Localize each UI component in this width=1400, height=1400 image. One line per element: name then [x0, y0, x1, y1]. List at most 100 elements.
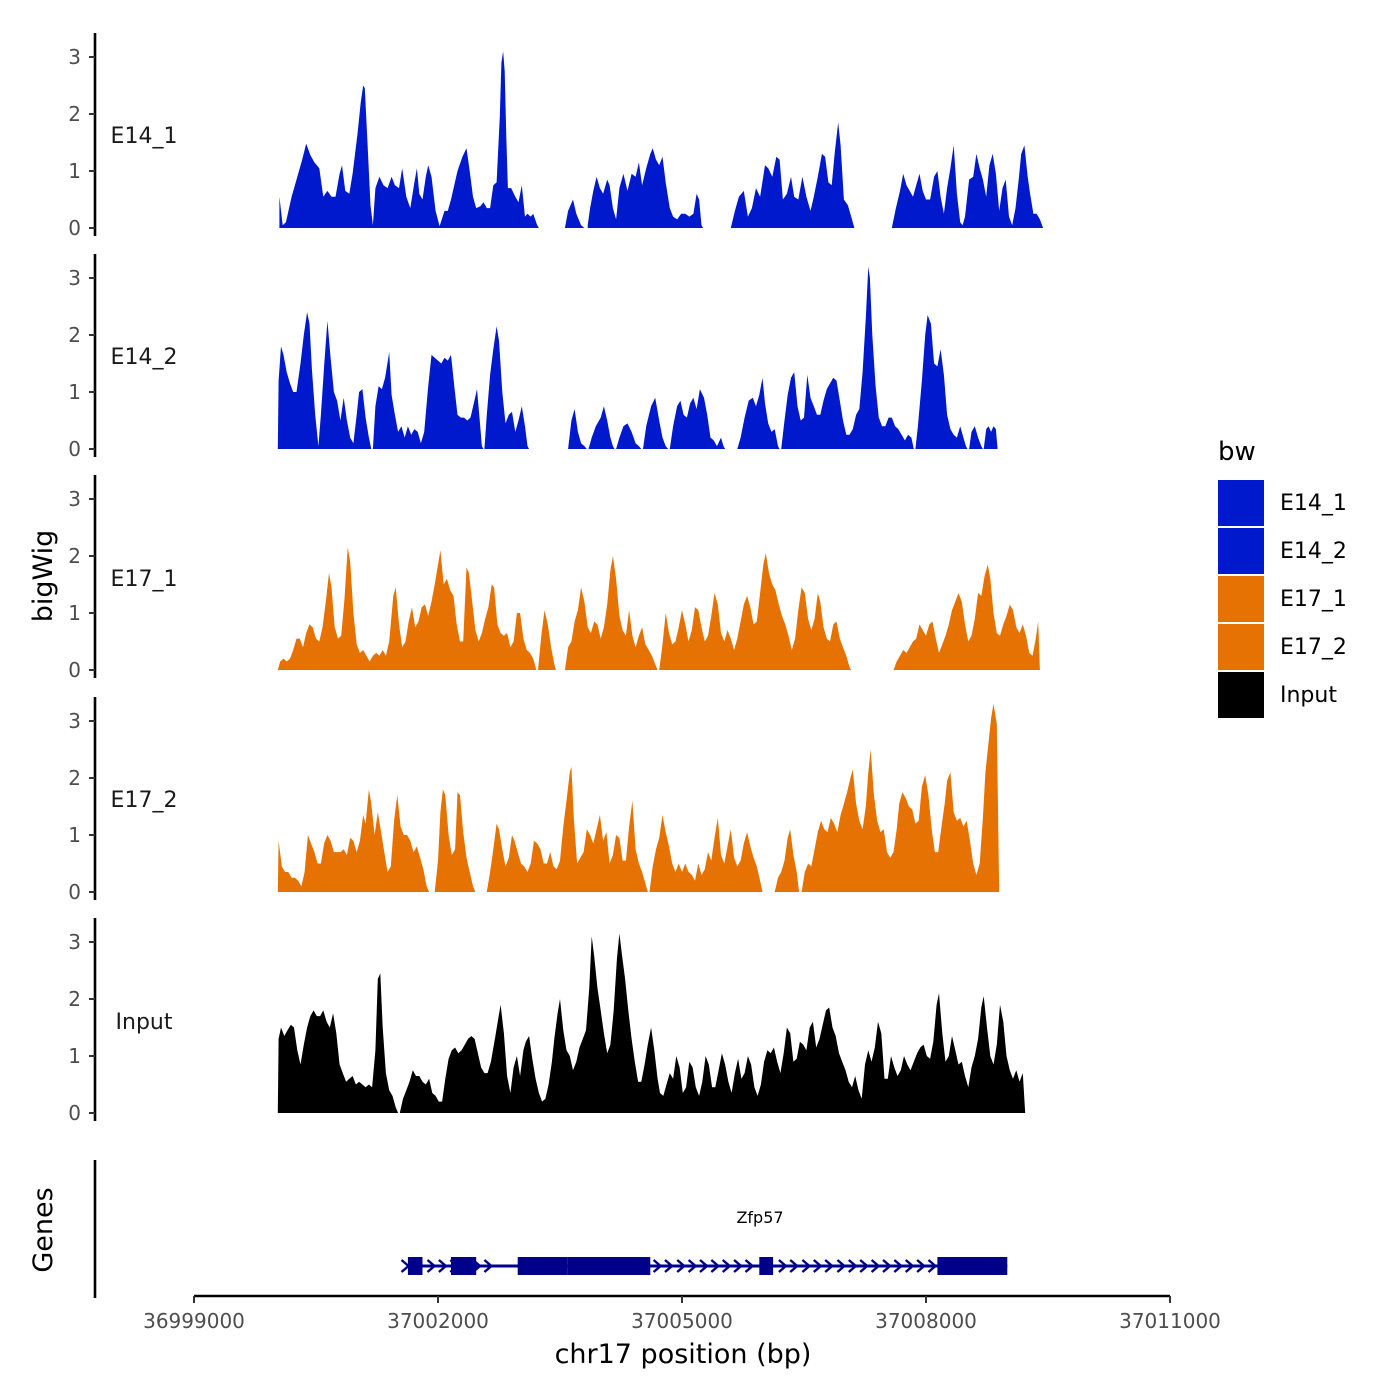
- legend-label-e17-2: E17_2: [1280, 635, 1347, 660]
- x-axis-title: chr17 position (bp): [555, 1339, 812, 1370]
- legend-title: bw: [1218, 437, 1256, 467]
- panel-input: Input: [116, 1010, 173, 1035]
- legend: bw E14_1 E14_2 E17_1 E17_2 Input: [1218, 437, 1347, 718]
- area-e14-2-segment-12: [969, 426, 983, 449]
- y-tick-label-e14-1-1: 1: [68, 159, 81, 183]
- x-tick-label-37011000: 37011000: [1119, 1309, 1221, 1333]
- y-tick-label-e14-2-2: 2: [68, 323, 81, 347]
- gene-strand-arrow-27: [893, 1259, 904, 1273]
- area-e14-2-segment-6: [616, 423, 642, 449]
- area-input-segment-1: [277, 973, 399, 1113]
- area-e17-2-segment-2: [434, 789, 476, 892]
- legend-swatch-e17-2: [1218, 624, 1264, 670]
- area-e14-2-segment-4: [568, 409, 587, 449]
- area-e17-1-segment-3: [564, 556, 658, 670]
- gene-strand-arrow-13: [710, 1259, 721, 1273]
- area-e14-2-segment-2: [372, 352, 484, 449]
- legend-label-input: Input: [1280, 683, 1337, 708]
- panel-e14-2: E14_2: [111, 345, 178, 370]
- genes-axis-title: Genes: [28, 1187, 59, 1272]
- gene-strand-arrow-17: [778, 1259, 788, 1273]
- y-tick-label-e17-2-3: 3: [68, 709, 81, 733]
- legend-swatch-input: [1218, 672, 1264, 718]
- legend-label-e17-1: E17_1: [1280, 587, 1347, 612]
- y-tick-label-e14-2-1: 1: [68, 380, 81, 404]
- area-e17-1-segment-1: [277, 547, 537, 670]
- y-tick-label-input-2: 2: [68, 987, 81, 1011]
- gene-strand-arrow-26: [882, 1259, 892, 1273]
- gene-strand-arrow-7: [483, 1259, 494, 1273]
- area-e14-2-segment-11: [915, 315, 968, 449]
- x-axis: 36999000 37002000 37005000 37008000 37011000: [143, 1294, 1221, 1333]
- area-e14-2-segment-8: [669, 389, 726, 449]
- gene-strand-arrow-9: [664, 1259, 674, 1273]
- y-axes: 0 1 2 3 0 1 2 3 0 1 2 3 0 1 2 3 0 1 2 3: [68, 33, 97, 1125]
- area-input-segment-2: [399, 933, 1026, 1113]
- area-e17-2-segment-4: [649, 815, 763, 892]
- gene-strand-arrow-28: [904, 1259, 915, 1273]
- gene-strand-arrow-10: [676, 1259, 687, 1273]
- panel-e17-2: E17_2: [111, 788, 178, 813]
- area-e17-2-segment-5: [774, 829, 800, 892]
- area-e14-2-segment-10: [781, 266, 914, 449]
- y-tick-label-e17-2-0: 0: [68, 880, 81, 904]
- legend-label-e14-1: E14_1: [1280, 491, 1347, 516]
- gene-track: [93, 1160, 1008, 1298]
- area-e14-1-segment-2: [564, 199, 585, 228]
- y-tick-label-e17-1-3: 3: [68, 487, 81, 511]
- y-tick-label-e17-2-2: 2: [68, 766, 81, 790]
- strip-label-e14-1: E14_1: [111, 124, 178, 149]
- y-tick-label-e14-2-3: 3: [68, 266, 81, 290]
- x-tick-label-37008000: 37008000: [875, 1309, 977, 1333]
- y-tick-label-input-3: 3: [68, 930, 81, 954]
- gene-strand-arrow-29: [916, 1259, 926, 1273]
- gene-exon-1: [407, 1257, 423, 1275]
- area-e14-2-segment-3: [484, 326, 530, 449]
- gene-strand-arrow-19: [801, 1259, 812, 1273]
- gene-strand-arrow-20: [813, 1259, 823, 1273]
- gene-strand-arrow-16: [744, 1259, 755, 1273]
- y-tick-label-e14-1-0: 0: [68, 216, 81, 240]
- gene-strand-arrow-2: [426, 1259, 437, 1273]
- gene-exon-4: [567, 1257, 651, 1275]
- gene-strand-arrow-12: [699, 1259, 709, 1273]
- gene-exon-2: [451, 1257, 477, 1275]
- strip-label-e17-1: E17_1: [111, 567, 178, 592]
- area-e14-2-segment-13: [983, 426, 998, 449]
- y-tick-label-input-1: 1: [68, 1044, 81, 1068]
- gene-strand-arrow-18: [789, 1259, 800, 1273]
- area-e14-2-segment-9: [737, 377, 780, 449]
- area-e17-2-segment-3: [486, 766, 648, 892]
- panel-e17-1: E17_1: [111, 567, 178, 592]
- gene-strand-arrow-25: [870, 1259, 881, 1273]
- gene-exon-5: [759, 1257, 774, 1275]
- area-e14-2-segment-7: [643, 397, 669, 449]
- y-tick-label-e14-1-3: 3: [68, 45, 81, 69]
- gene-strand-arrow-30: [927, 1259, 938, 1273]
- gene-strand-arrow-3: [438, 1259, 448, 1273]
- gene-strand-arrow-15: [733, 1259, 743, 1273]
- gene-strand-arrow-24: [859, 1259, 870, 1273]
- area-e14-1-segment-1: [279, 51, 539, 228]
- area-e14-1-segment-3: [587, 148, 704, 228]
- area-e17-1-segment-4: [659, 553, 852, 670]
- legend-swatch-e14-1: [1218, 480, 1264, 526]
- y-tick-label-e17-2-1: 1: [68, 823, 81, 847]
- gene-label: Zfp57: [736, 1208, 783, 1227]
- legend-label-e14-2: E14_2: [1280, 539, 1347, 564]
- y-tick-label-e14-1-2: 2: [68, 102, 81, 126]
- area-e14-2-segment-5: [588, 406, 615, 449]
- strip-label-e17-2: E17_2: [111, 788, 178, 813]
- gene-strand-arrow-21: [824, 1259, 835, 1273]
- signal-areas: [277, 51, 1044, 1113]
- area-e14-1-segment-5: [891, 145, 1044, 228]
- strip-label-input: Input: [116, 1010, 173, 1035]
- x-tick-label-37002000: 37002000: [387, 1309, 489, 1333]
- y-axis-title: bigWig: [28, 530, 59, 623]
- gene-exon-6: [937, 1257, 1008, 1275]
- gene-strand-arrow-8: [652, 1259, 663, 1273]
- area-e17-1-segment-2: [538, 610, 556, 670]
- area-e14-1-segment-4: [730, 122, 855, 228]
- gene-strand-arrow-22: [836, 1259, 847, 1273]
